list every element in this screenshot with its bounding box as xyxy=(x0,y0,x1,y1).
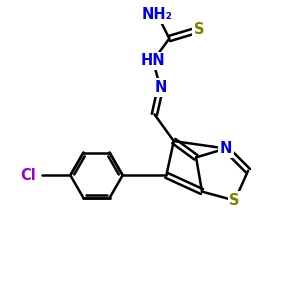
Text: S: S xyxy=(194,22,204,37)
Text: S: S xyxy=(230,193,240,208)
Text: Cl: Cl xyxy=(20,168,36,183)
Text: N: N xyxy=(154,80,167,95)
Text: NH₂: NH₂ xyxy=(142,7,173,22)
Text: HN: HN xyxy=(141,53,165,68)
Text: N: N xyxy=(220,141,232,156)
